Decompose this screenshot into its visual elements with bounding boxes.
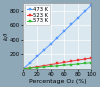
523 K — [36, 66, 38, 67]
473 K — [91, 4, 92, 5]
523 K — [64, 62, 65, 63]
573 K — [64, 65, 65, 66]
573 K — [43, 66, 44, 67]
573 K — [23, 68, 24, 69]
523 K — [77, 60, 78, 61]
473 K — [57, 37, 58, 38]
473 K — [84, 11, 85, 12]
573 K — [30, 68, 31, 69]
473 K — [70, 24, 72, 25]
473 K — [36, 56, 38, 57]
Line: 523 K: 523 K — [22, 57, 93, 70]
523 K — [57, 63, 58, 64]
573 K — [91, 62, 92, 63]
523 K — [23, 68, 24, 69]
523 K — [50, 64, 51, 65]
523 K — [91, 57, 92, 58]
Y-axis label: I₀/I: I₀/I — [4, 32, 8, 40]
573 K — [84, 63, 85, 64]
523 K — [43, 65, 44, 66]
473 K — [30, 62, 31, 63]
523 K — [84, 59, 85, 60]
573 K — [70, 64, 72, 65]
523 K — [30, 67, 31, 68]
573 K — [57, 65, 58, 66]
Line: 473 K: 473 K — [22, 4, 93, 70]
573 K — [77, 63, 78, 64]
573 K — [36, 67, 38, 68]
Legend: 473 K, 523 K, 573 K: 473 K, 523 K, 573 K — [25, 5, 50, 25]
523 K — [70, 61, 72, 62]
473 K — [23, 68, 24, 69]
X-axis label: Percentage O₂ (%): Percentage O₂ (%) — [29, 79, 86, 84]
473 K — [77, 17, 78, 18]
473 K — [43, 50, 44, 51]
473 K — [64, 30, 65, 31]
473 K — [50, 44, 51, 45]
Line: 573 K: 573 K — [22, 62, 93, 70]
573 K — [50, 66, 51, 67]
